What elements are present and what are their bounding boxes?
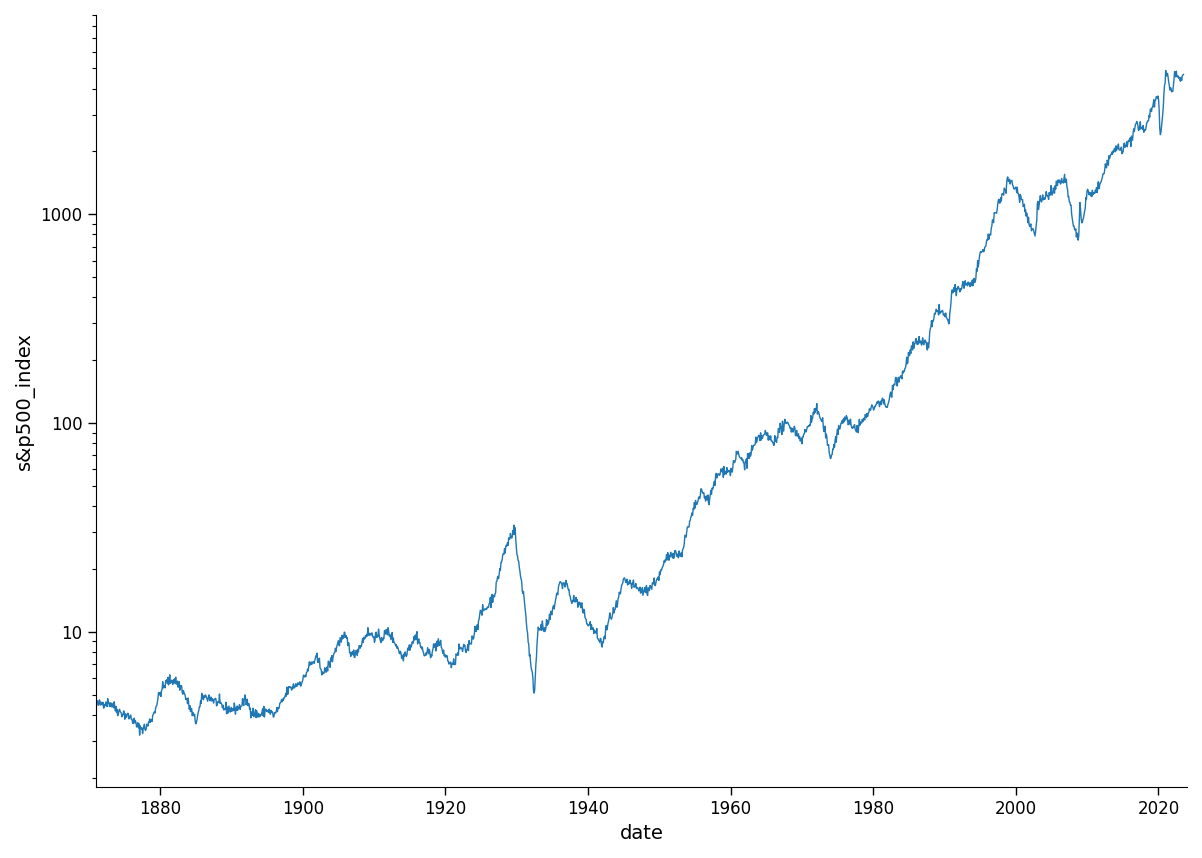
X-axis label: date: date bbox=[619, 824, 664, 843]
Y-axis label: s&p500_index: s&p500_index bbox=[14, 332, 35, 470]
